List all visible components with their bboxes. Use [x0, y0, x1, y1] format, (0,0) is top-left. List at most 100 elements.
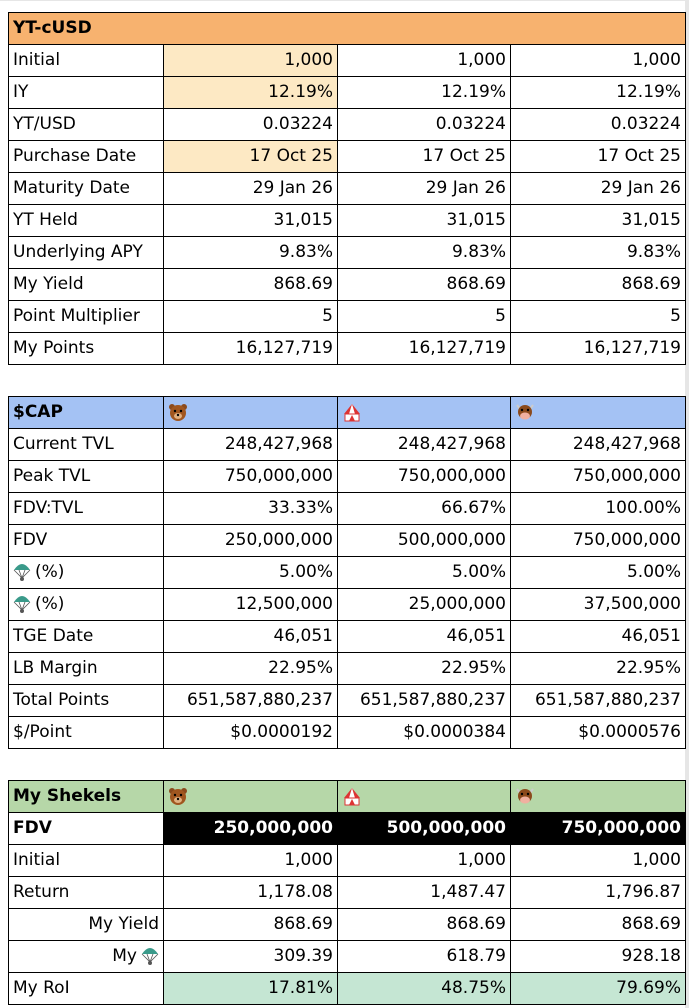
- cell-text: My: [112, 946, 137, 966]
- value-cell: 12,500,000: [163, 588, 338, 621]
- row-label: YT Held: [8, 204, 164, 237]
- cell-text: Total Points: [13, 690, 110, 710]
- cell-text: 29 Jan 26: [425, 178, 506, 198]
- cell-text: 22.95%: [441, 658, 506, 678]
- value-cell: 17 Oct 25: [337, 140, 511, 173]
- cell-text: 868.69: [621, 914, 681, 934]
- cell-text: 1,000: [457, 50, 506, 70]
- header-cell: [163, 780, 338, 813]
- cell-text: 750,000,000: [572, 466, 681, 486]
- row-label: My RoI: [8, 972, 164, 1005]
- value-cell: 868.69: [163, 268, 338, 301]
- value-cell: 651,587,880,237: [510, 684, 686, 717]
- cell-text: 66.67%: [441, 498, 506, 518]
- header-cell: [510, 396, 686, 429]
- cell-text: 868.69: [273, 274, 333, 294]
- value-cell: 1,000: [337, 844, 511, 877]
- value-cell: 79.69%: [510, 972, 686, 1005]
- cell-text: 1,000: [632, 50, 681, 70]
- cell-text: (%): [35, 562, 65, 582]
- cell-text: 46,051: [446, 626, 506, 646]
- cell-text: 500,000,000: [386, 818, 506, 838]
- cell-text: Return: [13, 882, 70, 902]
- cell-text: My Points: [13, 338, 95, 358]
- cell-text: My RoI: [13, 978, 70, 998]
- value-cell: 750,000,000: [510, 812, 686, 845]
- cell-text: 17 Oct 25: [422, 146, 506, 166]
- value-cell: 16,127,719: [337, 332, 511, 365]
- cell-text: 31,015: [273, 210, 333, 230]
- cell-text: 5: [495, 306, 506, 326]
- value-cell: 33.33%: [163, 492, 338, 525]
- cell-text: 22.95%: [268, 658, 333, 678]
- value-cell: 9.83%: [337, 236, 511, 269]
- value-cell: 29 Jan 26: [337, 172, 511, 205]
- cell-text: 500,000,000: [397, 530, 506, 550]
- scroll-edge: [685, 0, 689, 1008]
- cell-text: 0.03224: [262, 114, 333, 134]
- row-label: Point Multiplier: [8, 300, 164, 333]
- row-label: FDV: [8, 524, 164, 557]
- value-cell: 5: [337, 300, 511, 333]
- cell-text: Initial: [13, 50, 61, 70]
- row-label: LB Margin: [8, 652, 164, 685]
- row-label: Return: [8, 876, 164, 909]
- value-cell: 248,427,968: [510, 428, 686, 461]
- cell-text: Peak TVL: [13, 466, 91, 486]
- cell-text: 17.81%: [268, 978, 333, 998]
- cell-text: 868.69: [446, 274, 506, 294]
- value-cell: 46,051: [163, 620, 338, 653]
- value-cell: $0.0000192: [163, 716, 338, 749]
- value-cell: 1,000: [510, 44, 686, 77]
- row-label: Current TVL: [8, 428, 164, 461]
- value-cell: 250,000,000: [163, 524, 338, 557]
- cell-text: YT-cUSD: [13, 18, 92, 38]
- cell-text: 1,000: [284, 50, 333, 70]
- cell-text: 12.19%: [441, 82, 506, 102]
- value-cell: 31,015: [337, 204, 511, 237]
- value-cell: 22.95%: [163, 652, 338, 685]
- header-cell: [337, 12, 511, 45]
- value-cell: 0.03224: [510, 108, 686, 141]
- header-cell: [510, 12, 686, 45]
- grid-edge: [0, 0, 689, 1]
- value-cell: 12.19%: [337, 76, 511, 109]
- cell-text: 750,000,000: [397, 466, 506, 486]
- value-cell: 500,000,000: [337, 524, 511, 557]
- value-cell: 5.00%: [510, 556, 686, 589]
- cell-text: 16,127,719: [408, 338, 506, 358]
- cell-text: 46,051: [621, 626, 681, 646]
- value-cell: 248,427,968: [163, 428, 338, 461]
- value-cell: 1,178.08: [163, 876, 338, 909]
- value-cell: 868.69: [337, 268, 511, 301]
- cell-text: 750,000,000: [561, 818, 681, 838]
- cell-text: YT Held: [13, 210, 78, 230]
- cell-text: 31,015: [621, 210, 681, 230]
- cell-text: 868.69: [446, 914, 506, 934]
- value-cell: 750,000,000: [163, 460, 338, 493]
- tent-icon: [342, 786, 362, 806]
- value-cell: 16,127,719: [163, 332, 338, 365]
- value-cell: $0.0000576: [510, 716, 686, 749]
- header-cell: [337, 396, 511, 429]
- value-cell: 1,000: [510, 844, 686, 877]
- cell-text: FDV: [13, 530, 48, 550]
- value-cell: 29 Jan 26: [510, 172, 686, 205]
- tent-icon: [342, 402, 362, 422]
- cell-text: 31,015: [446, 210, 506, 230]
- cell-text: 9.83%: [278, 242, 333, 262]
- cow-icon: [515, 786, 535, 806]
- value-cell: 31,015: [163, 204, 338, 237]
- value-cell: 46,051: [337, 620, 511, 653]
- cell-text: My Yield: [13, 274, 84, 294]
- cell-text: 1,487.47: [430, 882, 506, 902]
- cell-text: 1,000: [457, 850, 506, 870]
- cell-text: 16,127,719: [583, 338, 681, 358]
- cell-text: Initial: [13, 850, 61, 870]
- cell-text: 5: [322, 306, 333, 326]
- row-label: (%): [8, 556, 164, 589]
- cell-text: 868.69: [621, 274, 681, 294]
- value-cell: 0.03224: [163, 108, 338, 141]
- value-cell: 651,587,880,237: [337, 684, 511, 717]
- cell-text: 25,000,000: [408, 594, 506, 614]
